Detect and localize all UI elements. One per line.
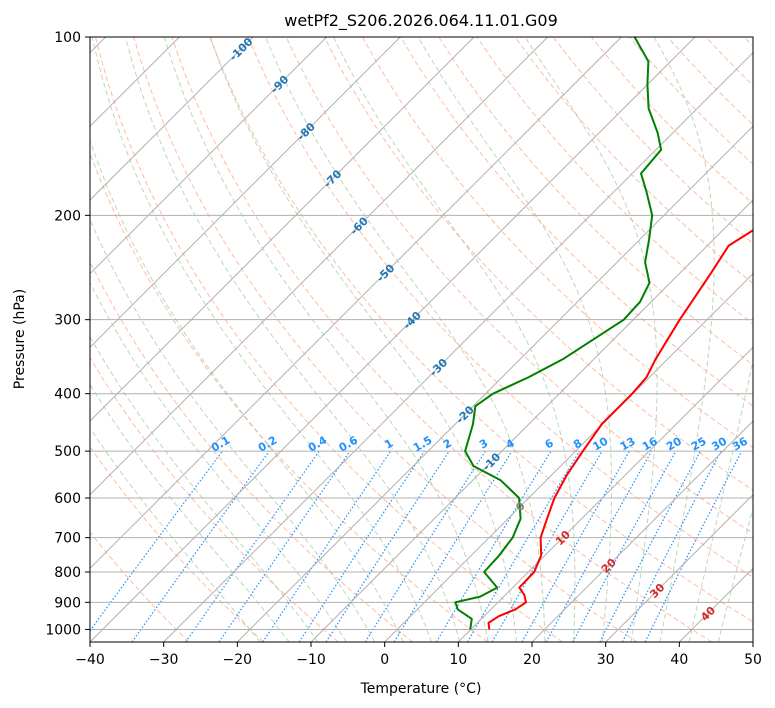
dry-adiabat-line (285, 37, 753, 535)
plot-area (90, 37, 753, 642)
isotherm-line (384, 272, 753, 642)
moist-adiabat-line (90, 281, 347, 642)
isotherm-line (90, 37, 622, 570)
x-tick-label: −20 (223, 652, 253, 668)
y-tick-label: 700 (54, 531, 81, 547)
y-axis-label: Pressure (hPa) (12, 289, 28, 389)
isotherm-line (90, 37, 549, 496)
moist-adiabat-line (90, 138, 404, 642)
dewpoint-profile (454, 37, 663, 630)
moist-adiabat-line (688, 358, 753, 642)
mixing-ratio-line (521, 450, 631, 642)
isotherm-line (605, 493, 753, 642)
mixing-ratio-line (599, 450, 702, 642)
pressure-grid (90, 37, 753, 630)
moist-adiabat-line (163, 37, 489, 642)
mixing-ratio-line (298, 450, 425, 642)
x-tick-label: −40 (75, 652, 105, 668)
y-tick-label: 500 (54, 444, 81, 460)
mixing-ratio-line (435, 450, 552, 642)
moist-adiabat-line (653, 37, 715, 642)
isotherm-line (90, 37, 328, 275)
dry-adiabat-line (362, 37, 753, 449)
dry-adiabat-line (90, 445, 264, 642)
moist-adiabat-line (717, 506, 753, 642)
data-series (454, 37, 753, 630)
mixing-ratio-line (364, 450, 486, 642)
mixing-ratio-line (131, 450, 270, 642)
mixing-ratio-line (621, 450, 722, 642)
y-tick-label: 300 (54, 313, 81, 329)
x-axis: −40 −30 −20 −10 0 10 20 30 40 50 (75, 642, 762, 668)
isotherm-line (90, 37, 254, 201)
mixing-ratio-line (262, 450, 392, 642)
isotherm-grid (90, 37, 753, 642)
isotherm-line (90, 37, 401, 349)
dry-adiabat-line (90, 151, 488, 642)
x-tick-label: −30 (149, 652, 179, 668)
isotherm-line (163, 51, 753, 642)
y-tick-label: 1000 (45, 622, 81, 638)
y-tick-label: 400 (54, 387, 81, 403)
isotherm-line (531, 420, 753, 642)
dry-adiabat-line (90, 356, 339, 642)
y-tick-label: 800 (54, 565, 81, 581)
dry-adiabat-line (400, 37, 753, 407)
y-tick-label: 100 (54, 30, 81, 46)
y-axis: 100 200 300 400 500 600 700 800 900 1000 (45, 30, 90, 638)
dry-adiabat-line (514, 37, 753, 285)
isotherm-line (457, 346, 753, 642)
mixing-ratio-line (572, 450, 677, 642)
x-axis-label: Temperature (°C) (360, 681, 482, 697)
moist-adiabat-line (209, 37, 517, 642)
dry-adiabat-line (90, 531, 190, 642)
x-tick-label: 30 (597, 652, 615, 668)
mixing-ratio-line (90, 450, 223, 632)
moist-adiabat-line (90, 383, 290, 642)
moist-adiabats (90, 37, 753, 642)
x-tick-label: 40 (670, 652, 688, 668)
mixing-ratio-line (218, 450, 351, 642)
isotherm-line (236, 125, 753, 642)
moist-adiabat-line (90, 335, 319, 642)
y-tick-label: 900 (54, 595, 81, 611)
mixing-ratio-line (644, 450, 743, 642)
y-tick-label: 200 (54, 208, 81, 224)
chart-title: wetPf2_S206.2026.064.11.01.G09 (284, 11, 558, 31)
mixing-ratio-lines (90, 450, 743, 642)
dry-adiabat-line (95, 37, 563, 642)
x-tick-label: −10 (296, 652, 326, 668)
moist-adiabat-line (91, 37, 432, 642)
dry-adiabats (90, 37, 753, 642)
x-tick-label: 0 (380, 652, 389, 668)
mixing-ratio-line (545, 450, 653, 642)
x-tick-label: 20 (523, 652, 541, 668)
dry-adiabat-line (323, 37, 753, 491)
mixing-ratio-line (185, 450, 320, 642)
mixing-ratio-line (325, 450, 450, 642)
moist-adiabat-line (417, 37, 613, 642)
dry-adiabat-line (171, 37, 712, 642)
dry-adiabat-line (247, 37, 753, 578)
moist-adiabat-line (90, 218, 376, 642)
isotherm-line (310, 199, 753, 642)
moist-adiabat-line (90, 427, 261, 642)
dry-adiabat-line (133, 37, 638, 642)
isotherm-line (90, 37, 696, 642)
x-tick-label: 50 (744, 652, 762, 668)
y-tick-label: 600 (54, 491, 81, 507)
plot-frame (89, 36, 754, 643)
moist-adiabat-line (125, 37, 461, 642)
isotherm-line (90, 37, 475, 422)
x-tick-label: 10 (449, 652, 467, 668)
moist-adiabat-line (265, 37, 546, 642)
temperature-profile (487, 229, 753, 630)
mixing-ratio-line (393, 450, 513, 642)
